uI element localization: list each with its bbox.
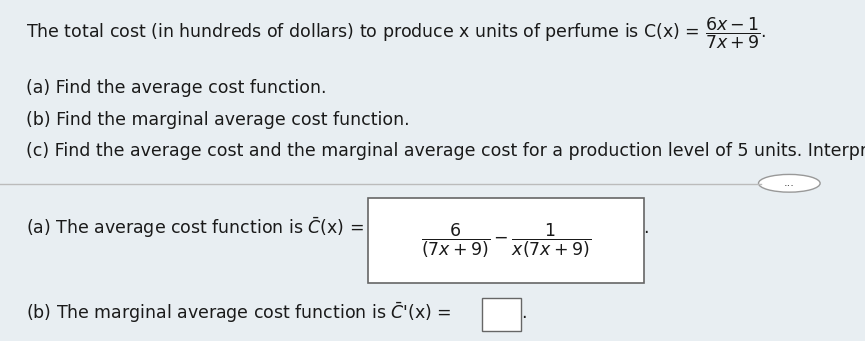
Text: (a) Find the average cost function.: (a) Find the average cost function. [26,79,326,98]
Ellipse shape [759,175,820,192]
Text: (c) Find the average cost and the marginal average cost for a production level o: (c) Find the average cost and the margin… [26,142,865,160]
Text: .: . [643,219,648,237]
Text: (b) Find the marginal average cost function.: (b) Find the marginal average cost funct… [26,111,409,129]
Text: ...: ... [784,178,795,188]
Text: (b) The marginal average cost function is $\bar{C}$'(x) =: (b) The marginal average cost function i… [26,300,453,325]
Text: $\dfrac{6}{(7x+9)}-\dfrac{1}{x(7x+9)}$: $\dfrac{6}{(7x+9)}-\dfrac{1}{x(7x+9)}$ [421,221,591,260]
FancyBboxPatch shape [482,298,521,331]
FancyBboxPatch shape [368,198,644,283]
Text: The total cost (in hundreds of dollars) to produce x units of perfume is C(x) = : The total cost (in hundreds of dollars) … [26,15,766,51]
Text: (a) The average cost function is $\bar{C}$(x) =: (a) The average cost function is $\bar{C… [26,216,366,240]
Text: .: . [521,304,526,322]
